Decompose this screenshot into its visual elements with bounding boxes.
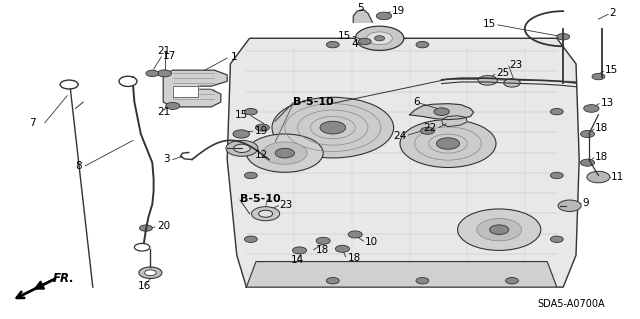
Circle shape	[244, 236, 257, 242]
Circle shape	[233, 130, 250, 138]
Circle shape	[434, 108, 449, 115]
Circle shape	[550, 236, 563, 242]
Text: 25: 25	[496, 68, 509, 78]
Circle shape	[550, 108, 563, 115]
Text: 14: 14	[291, 255, 305, 265]
Circle shape	[592, 73, 605, 80]
Circle shape	[557, 33, 570, 40]
Circle shape	[506, 278, 518, 284]
Text: 15: 15	[605, 65, 618, 75]
Circle shape	[458, 209, 541, 250]
Circle shape	[490, 225, 509, 234]
Circle shape	[376, 12, 392, 20]
Text: B-5-10: B-5-10	[240, 194, 280, 204]
Text: 15: 15	[235, 110, 248, 120]
Polygon shape	[227, 38, 579, 287]
Circle shape	[320, 121, 346, 134]
Text: 10: 10	[365, 237, 378, 248]
Polygon shape	[173, 86, 198, 97]
Circle shape	[400, 120, 496, 167]
Text: 7: 7	[29, 118, 35, 128]
Circle shape	[358, 38, 371, 45]
Text: 15: 15	[483, 19, 497, 29]
Text: 4: 4	[352, 39, 358, 49]
Text: 17: 17	[163, 51, 177, 61]
Text: 2: 2	[609, 8, 616, 19]
Text: 23: 23	[280, 200, 293, 210]
Circle shape	[244, 172, 257, 179]
Text: 13: 13	[600, 98, 614, 108]
Text: 18: 18	[595, 123, 609, 133]
Circle shape	[146, 70, 159, 77]
Text: 6: 6	[413, 97, 419, 107]
Text: 23: 23	[509, 60, 522, 70]
Polygon shape	[246, 262, 557, 287]
Circle shape	[252, 207, 280, 221]
Circle shape	[262, 142, 307, 164]
Circle shape	[275, 148, 294, 158]
Polygon shape	[163, 70, 227, 107]
Circle shape	[504, 79, 520, 87]
Text: 16: 16	[138, 280, 151, 291]
Circle shape	[558, 200, 581, 211]
Circle shape	[292, 247, 307, 254]
Circle shape	[584, 105, 599, 112]
Circle shape	[367, 32, 392, 45]
Circle shape	[335, 245, 349, 252]
Text: 21: 21	[157, 107, 170, 117]
Text: 20: 20	[157, 221, 170, 232]
Text: 19: 19	[255, 126, 268, 136]
Circle shape	[244, 108, 257, 115]
Circle shape	[139, 267, 162, 278]
Circle shape	[255, 124, 269, 131]
Circle shape	[259, 210, 273, 217]
Circle shape	[316, 237, 330, 244]
Circle shape	[416, 278, 429, 284]
Circle shape	[348, 231, 362, 238]
Text: 5: 5	[357, 3, 364, 13]
Circle shape	[145, 270, 156, 276]
Polygon shape	[410, 104, 474, 120]
Text: SDA5-A0700A: SDA5-A0700A	[538, 300, 605, 309]
Circle shape	[166, 102, 180, 109]
Circle shape	[272, 97, 394, 158]
Text: 22: 22	[423, 123, 436, 133]
Text: 1: 1	[230, 52, 237, 63]
Circle shape	[477, 219, 522, 241]
Text: 18: 18	[348, 253, 361, 263]
Text: 9: 9	[582, 197, 589, 208]
Text: B-5-10: B-5-10	[293, 97, 333, 107]
Text: FR.: FR.	[52, 272, 74, 285]
Circle shape	[326, 41, 339, 48]
Circle shape	[140, 225, 152, 231]
Polygon shape	[442, 116, 467, 127]
Text: 18: 18	[316, 245, 329, 256]
Text: 12: 12	[255, 150, 268, 160]
Text: 15: 15	[337, 31, 351, 41]
Circle shape	[326, 278, 339, 284]
Circle shape	[246, 134, 323, 172]
Circle shape	[157, 70, 172, 77]
Circle shape	[234, 144, 250, 152]
Circle shape	[374, 36, 385, 41]
Text: 11: 11	[611, 172, 625, 182]
Text: 8: 8	[76, 161, 82, 171]
Text: 24: 24	[393, 130, 406, 141]
Circle shape	[416, 41, 429, 48]
Circle shape	[580, 130, 595, 137]
Circle shape	[436, 138, 460, 149]
Circle shape	[420, 127, 435, 134]
Text: 21: 21	[157, 46, 170, 56]
Text: 18: 18	[595, 152, 609, 162]
Circle shape	[550, 172, 563, 179]
Circle shape	[355, 26, 404, 50]
Polygon shape	[353, 10, 372, 22]
Circle shape	[587, 171, 610, 183]
Text: 3: 3	[163, 154, 170, 165]
Text: 19: 19	[392, 6, 405, 16]
Circle shape	[226, 140, 258, 156]
Circle shape	[580, 159, 595, 166]
Circle shape	[478, 76, 497, 85]
